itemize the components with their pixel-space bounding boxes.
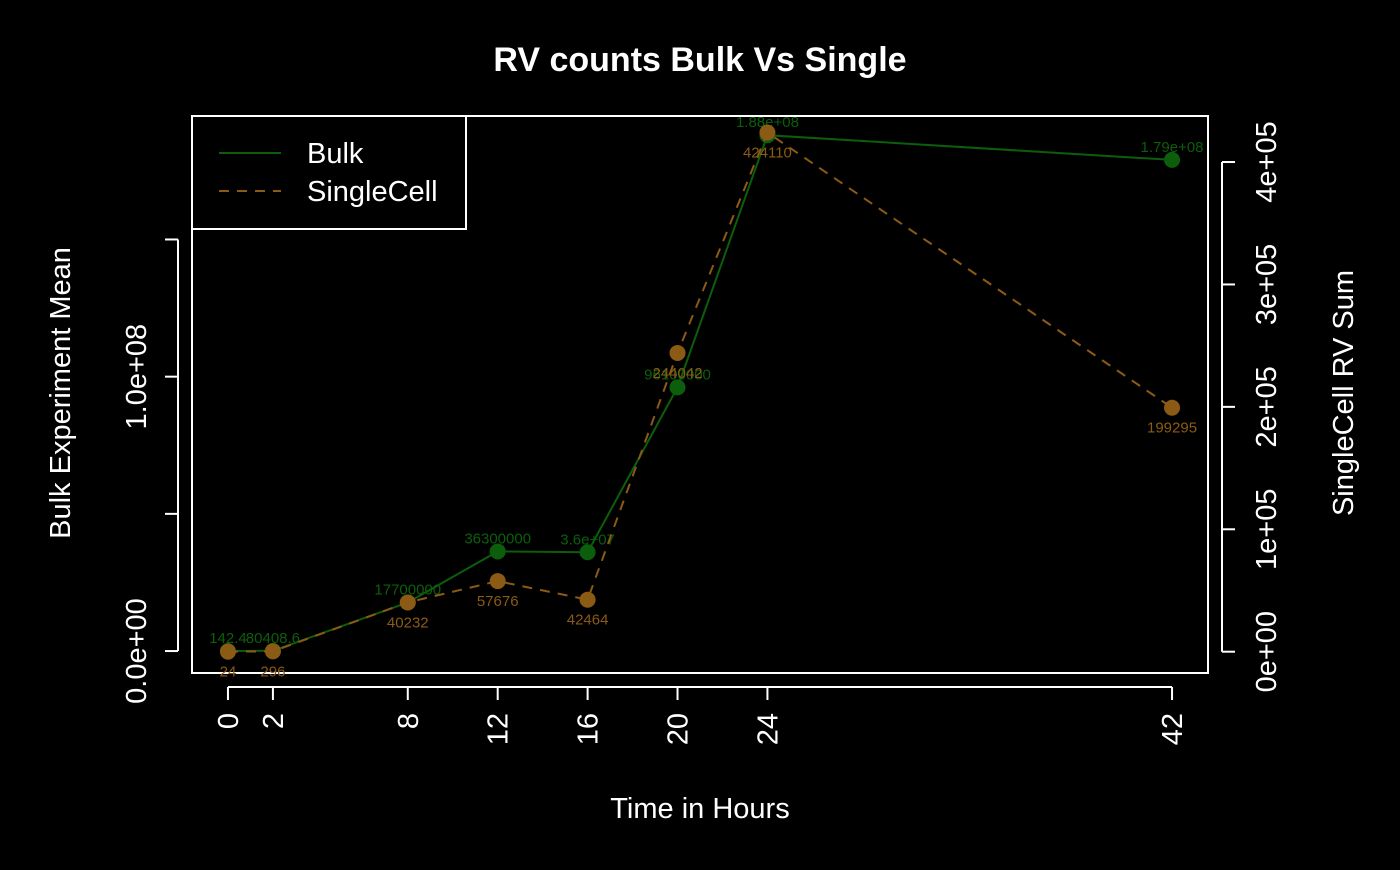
data-point-bulk bbox=[579, 544, 596, 561]
legend-label-bulk: Bulk bbox=[307, 138, 364, 170]
x-tick-label: 2 bbox=[258, 713, 290, 729]
x-axis-label: Time in Hours bbox=[610, 793, 789, 825]
y-right-tick-label: 2e+05 bbox=[1251, 366, 1283, 447]
x-tick-label: 20 bbox=[663, 713, 695, 745]
data-point-singlecell bbox=[489, 573, 506, 590]
data-label-bulk: 3.6e+07 bbox=[560, 531, 615, 548]
x-tick-label: 42 bbox=[1157, 713, 1189, 745]
plot-frame bbox=[191, 115, 1209, 674]
data-label-singlecell: 424110 bbox=[743, 145, 792, 162]
data-point-singlecell bbox=[669, 344, 686, 361]
data-label-singlecell: 296 bbox=[260, 663, 285, 680]
data-label-singlecell: 199295 bbox=[1147, 420, 1197, 437]
y-left-tick-label: 1.0e+08 bbox=[121, 324, 153, 430]
data-point-bulk bbox=[489, 543, 506, 560]
x-tick-label: 24 bbox=[752, 713, 784, 745]
chart-title: RV counts Bulk Vs Single bbox=[493, 41, 906, 79]
x-tick-label: 12 bbox=[483, 713, 515, 745]
y-axis-label-right: SingleCell RV Sum bbox=[1328, 270, 1360, 516]
x-tick-label: 8 bbox=[393, 713, 425, 729]
data-label-singlecell: 40232 bbox=[387, 614, 429, 631]
legend-label-singlecell: SingleCell bbox=[307, 176, 438, 208]
legend: Bulk SingleCell bbox=[191, 115, 467, 230]
data-label-bulk: 1.79e+08 bbox=[1141, 139, 1204, 156]
y-left-tick-label: 0.0e+00 bbox=[121, 598, 153, 704]
series-line-singlecell bbox=[227, 130, 1173, 653]
series-singlecell: 24 296 40232 57676 42464 244042 424110 199295 bbox=[219, 124, 1197, 681]
data-label-singlecell: 57676 bbox=[477, 593, 519, 610]
x-tick-label: 0 bbox=[213, 713, 245, 729]
data-label-singlecell: 244042 bbox=[652, 365, 702, 382]
data-label-bulk: 36300000 bbox=[464, 530, 531, 547]
data-label-singlecell: 42464 bbox=[567, 612, 609, 629]
x-tick-label: 16 bbox=[573, 713, 605, 745]
data-label-bulk: 96100000 bbox=[644, 366, 711, 383]
legend-box bbox=[191, 115, 467, 230]
series: 142.4 80408.6 17700000 36300000 3.6e+07 96100… bbox=[209, 114, 1203, 680]
y-right-tick-label: 3e+05 bbox=[1251, 244, 1283, 325]
data-point-bulk bbox=[1164, 151, 1181, 168]
data-label-bulk: 1.88e+08 bbox=[736, 114, 799, 131]
data-label-singlecell: 24 bbox=[220, 664, 237, 681]
data-label-bulk: 17700000 bbox=[374, 581, 441, 598]
y-right-tick-label: 0e+00 bbox=[1251, 611, 1283, 692]
data-point-singlecell bbox=[219, 643, 236, 660]
data-point-singlecell bbox=[1164, 399, 1181, 416]
data-point-singlecell bbox=[759, 124, 776, 141]
data-label-bulk: 80408.6 bbox=[246, 630, 300, 647]
y-right-tick-label: 4e+05 bbox=[1251, 121, 1283, 202]
data-point-singlecell bbox=[264, 643, 281, 660]
series-line-bulk bbox=[227, 134, 1173, 652]
data-label-bulk: 142.4 bbox=[209, 630, 247, 647]
y-right-tick-label: 1e+05 bbox=[1251, 489, 1283, 570]
data-point-singlecell bbox=[399, 594, 416, 611]
y-axis-label-left: Bulk Experiment Mean bbox=[45, 247, 77, 539]
axes: 0 2 8 12 16 20 24 42 0.0e+00 1.0e+08 0e+00 1e+05 2e+… bbox=[121, 121, 1283, 745]
data-point-singlecell bbox=[579, 591, 596, 608]
data-point-bulk bbox=[669, 379, 686, 396]
